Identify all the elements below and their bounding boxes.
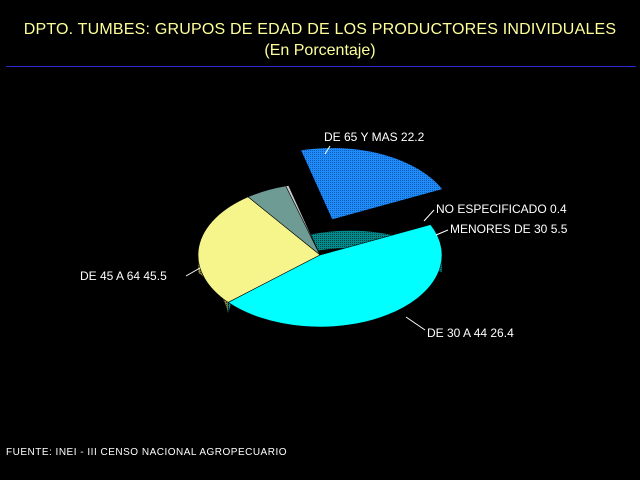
slice-label-1: NO ESPECIFICADO 0.4 <box>436 202 567 216</box>
pie-layer <box>197 147 444 328</box>
source-note: FUENTE: INEI - III CENSO NACIONAL AGROPE… <box>6 447 288 458</box>
label-leader-4 <box>185 267 201 277</box>
slice-label-4: DE 45 A 64 45.5 <box>80 269 167 283</box>
slice-label-0: DE 65 Y MAS 22.2 <box>324 130 425 144</box>
chart-title: DPTO. TUMBES: GRUPOS DE EDAD DE LOS PROD… <box>23 21 617 38</box>
slice-label-2: MENORES DE 30 5.5 <box>450 222 568 236</box>
label-leader-1 <box>423 209 435 222</box>
chart-subtitle: (En Porcentaje) <box>264 42 376 59</box>
label-leader-0 <box>324 145 331 155</box>
title-divider <box>6 66 636 67</box>
label-leader-2 <box>435 229 449 236</box>
pie-slice-3 <box>197 196 321 303</box>
pie-slice-4 <box>227 224 443 328</box>
label-layer: DE 65 Y MAS 22.2 NO ESPECIFICADO 0.4 MENOR… <box>80 130 568 340</box>
label-leader-3 <box>405 316 426 331</box>
pie-slice-texture-0 <box>300 147 443 220</box>
slice-label-3: DE 30 A 44 26.4 <box>427 326 514 340</box>
